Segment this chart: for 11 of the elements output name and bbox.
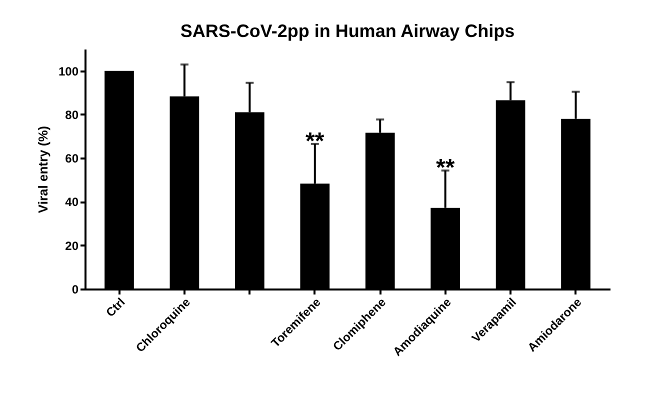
y-tick-label: 60 (65, 152, 79, 166)
chart-title: SARS-CoV-2pp in Human Airway Chips (180, 21, 515, 41)
annotation: ** (306, 128, 325, 155)
y-tick-label: 100 (58, 64, 79, 78)
y-tick-label: 20 (65, 238, 79, 253)
x-tick-label: Ctrl (103, 295, 128, 320)
y-axis-title: Viral entry (%) (35, 126, 50, 214)
annotation: ** (436, 154, 456, 182)
y-tick-label: 0 (72, 282, 79, 296)
y-tick-label: 40 (65, 195, 79, 210)
y-tick-label: 80 (65, 108, 79, 122)
